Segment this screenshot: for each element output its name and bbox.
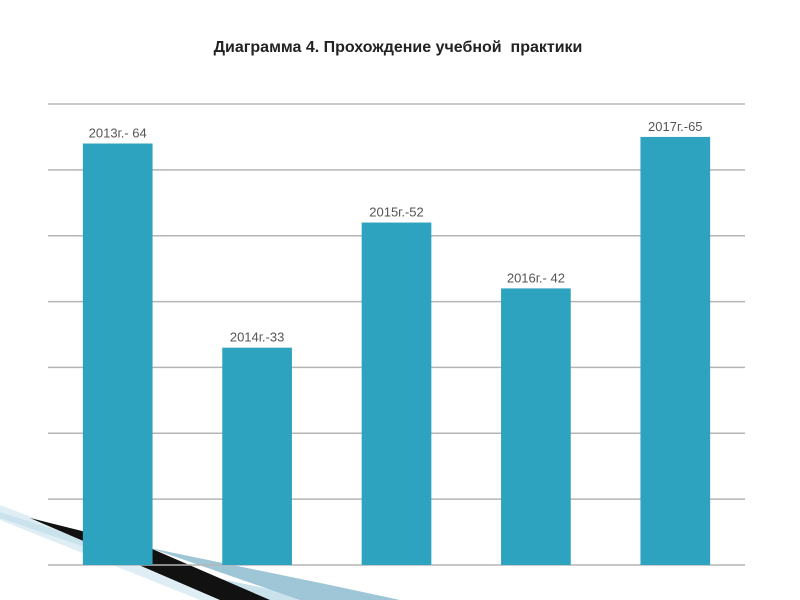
data-label: 2014г.-33: [230, 330, 284, 345]
bar: [222, 347, 292, 565]
decoration: [0, 505, 400, 600]
bar: [361, 222, 432, 566]
data-label: 2013г.- 64: [89, 126, 147, 141]
bar: [82, 143, 153, 565]
data-label: 2017г.-65: [648, 119, 702, 134]
bar: [640, 136, 711, 565]
stripe: [150, 548, 400, 600]
data-label: 2015г.-52: [369, 205, 423, 220]
chart-title: Диаграмма 4. Прохождение учебной практик…: [214, 39, 583, 56]
bar: [501, 288, 571, 565]
data-label: 2016г.- 42: [507, 270, 565, 285]
